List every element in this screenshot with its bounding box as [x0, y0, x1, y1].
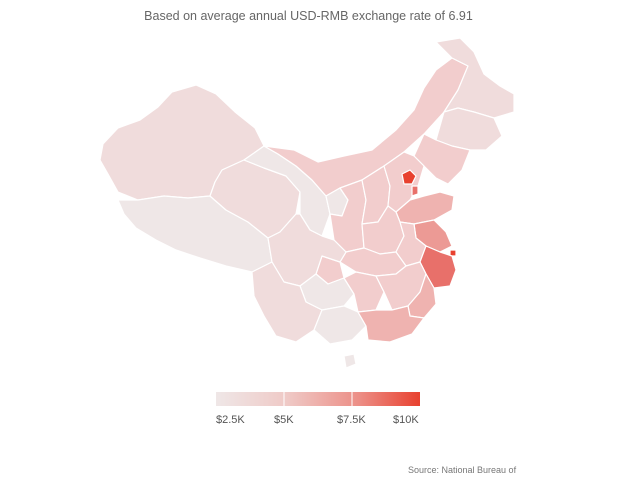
legend-tick-label: $2.5K	[216, 414, 245, 426]
region-tianjin[interactable]	[411, 185, 419, 197]
region-guangdong[interactable]	[357, 305, 425, 343]
region-hunan[interactable]	[343, 271, 385, 313]
legend-tick-label: $10K	[393, 414, 419, 426]
legend-color-bar	[216, 392, 420, 406]
map-subtitle: Based on average annual USD-RMB exchange…	[144, 9, 473, 23]
region-shanghai[interactable]	[449, 249, 457, 257]
legend-tick-label: $7.5K	[337, 414, 366, 426]
region-beijing[interactable]	[401, 169, 417, 185]
legend-tick-label: $5K	[274, 414, 294, 426]
region-hainan[interactable]	[343, 353, 357, 369]
region-hubei[interactable]	[339, 247, 407, 277]
source-note: Source: National Bureau of	[408, 465, 517, 475]
